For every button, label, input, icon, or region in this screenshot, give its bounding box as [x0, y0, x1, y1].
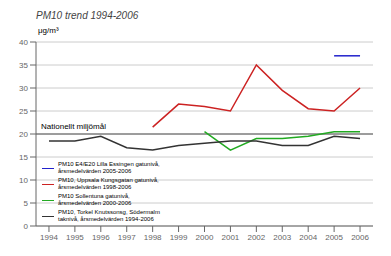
html-text:PM10, Uppsala Kungsgatan gatun: PM10, Uppsala Kungsgatan gatunivå, årsme…	[58, 177, 159, 190]
html-text:PM10 E4/E20 Lilla Essingen gat: PM10 E4/E20 Lilla Essingen gatunivå, års…	[58, 161, 160, 174]
svg-text:1999: 1999	[170, 233, 188, 242]
svg-text:40: 40	[19, 38, 28, 47]
svg-text:25: 25	[19, 107, 28, 116]
svg-text:0: 0	[24, 222, 29, 231]
svg-text:1995: 1995	[66, 233, 84, 242]
svg-text:30: 30	[19, 84, 28, 93]
svg-text:1996: 1996	[92, 233, 110, 242]
svg-text:2006: 2006	[351, 233, 369, 242]
svg-text:1998: 1998	[144, 233, 162, 242]
svg-text:5: 5	[24, 199, 29, 208]
svg-text:2004: 2004	[299, 233, 317, 242]
html-text:PM10, Torkel Knutssonsg, Söder: PM10, Torkel Knutssonsg, Södermalm takni…	[58, 209, 160, 222]
svg-text:1997: 1997	[118, 233, 136, 242]
svg-text:2001: 2001	[222, 233, 240, 242]
svg-text:2003: 2003	[273, 233, 291, 242]
html-text:PM10 Sollentuna gatunivå, årsm: PM10 Sollentuna gatunivå, årsmedelvärden…	[58, 193, 132, 206]
svg-text:2002: 2002	[247, 233, 265, 242]
svg-text:15: 15	[19, 153, 28, 162]
svg-text:Nationellt miljömål: Nationellt miljömål	[41, 122, 106, 131]
svg-text:1994: 1994	[40, 233, 58, 242]
svg-text:10: 10	[19, 176, 28, 185]
svg-text:20: 20	[19, 130, 28, 139]
html-text:PM10 trend 1994-2006: PM10 trend 1994-2006	[36, 10, 139, 21]
html-text:μg/m³: μg/m³	[38, 26, 59, 35]
svg-text:2000: 2000	[196, 233, 214, 242]
svg-text:35: 35	[19, 61, 28, 70]
svg-text:2005: 2005	[325, 233, 343, 242]
